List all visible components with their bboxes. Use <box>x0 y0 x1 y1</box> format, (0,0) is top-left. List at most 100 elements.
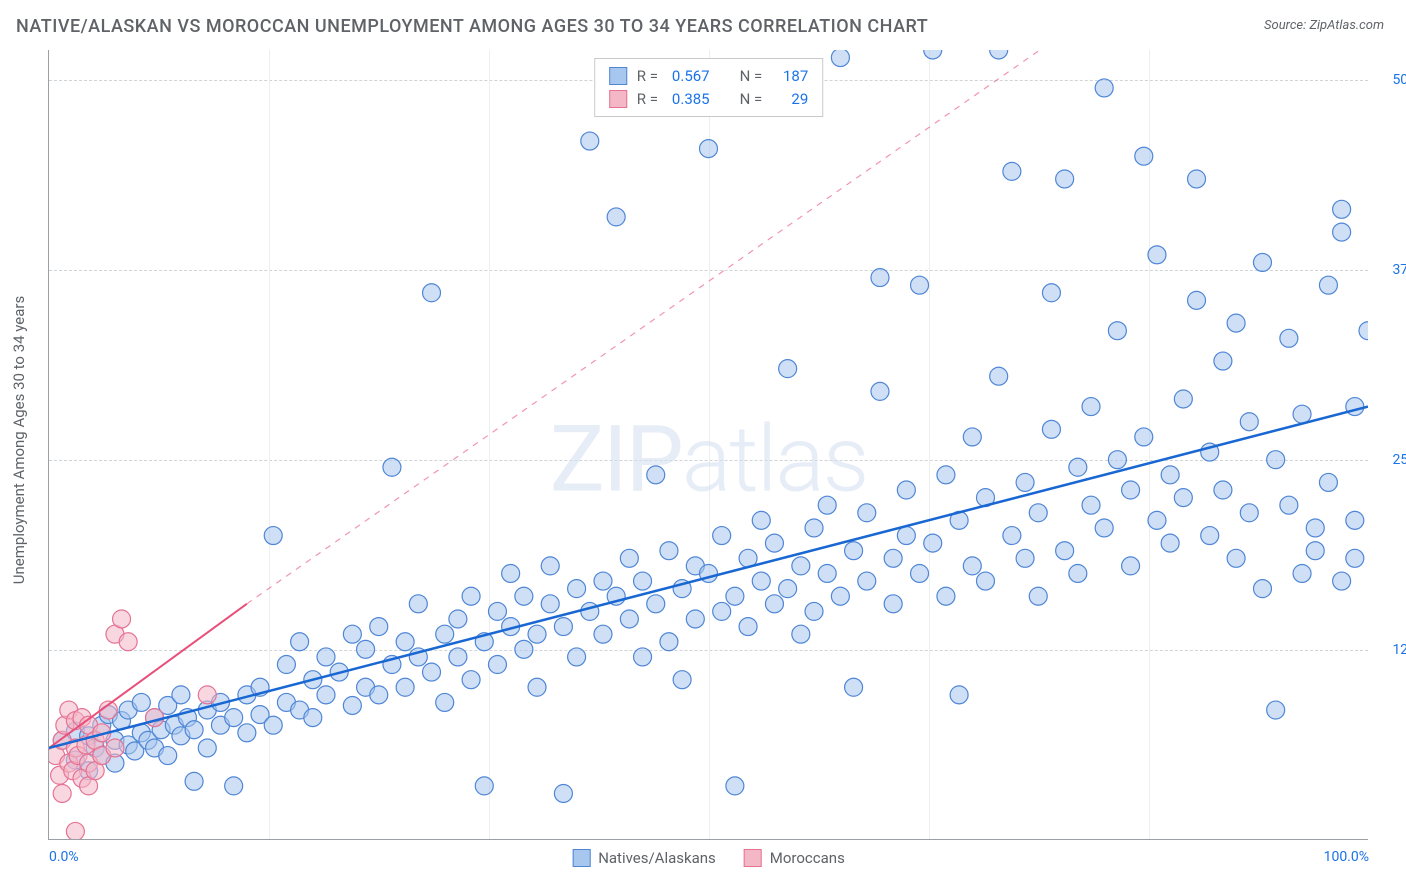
data-point <box>963 557 981 575</box>
data-point <box>858 504 876 522</box>
legend-n-label: N = <box>740 65 763 88</box>
data-point <box>1016 549 1034 567</box>
data-point <box>423 663 441 681</box>
data-point <box>1293 405 1311 423</box>
data-point <box>568 580 586 598</box>
data-point <box>1042 420 1060 438</box>
data-point <box>409 595 427 613</box>
data-point <box>53 784 71 802</box>
data-point <box>660 542 678 560</box>
data-point <box>1108 451 1126 469</box>
data-point <box>1346 549 1364 567</box>
data-point <box>765 534 783 552</box>
data-point <box>594 572 612 590</box>
data-point <box>752 511 770 529</box>
data-point <box>541 595 559 613</box>
data-point <box>475 777 493 795</box>
data-point <box>1161 534 1179 552</box>
data-point <box>1122 557 1140 575</box>
data-point <box>805 602 823 620</box>
data-point <box>673 671 691 689</box>
data-point <box>1214 352 1232 370</box>
data-point <box>277 656 295 674</box>
data-point <box>779 580 797 598</box>
y-tick-label: 25.0% <box>1375 452 1406 468</box>
data-point <box>845 542 863 560</box>
data-point <box>726 777 744 795</box>
y-tick-label: 37.5% <box>1375 262 1406 278</box>
data-point <box>976 572 994 590</box>
data-point <box>1227 314 1245 332</box>
legend-n-value: 187 <box>776 65 808 88</box>
data-point <box>765 595 783 613</box>
data-point <box>515 587 533 605</box>
data-point <box>132 693 150 711</box>
data-point <box>752 572 770 590</box>
data-point <box>937 587 955 605</box>
data-point <box>1319 276 1337 294</box>
data-point <box>1280 329 1298 347</box>
data-point <box>1056 170 1074 188</box>
data-point <box>858 572 876 590</box>
legend-swatch <box>609 67 627 85</box>
x-tick-label: 0.0% <box>49 849 79 865</box>
data-point <box>528 678 546 696</box>
data-point <box>620 549 638 567</box>
data-point <box>634 572 652 590</box>
data-point <box>436 625 454 643</box>
legend-series-item: Moroccans <box>744 849 845 867</box>
data-point <box>1293 564 1311 582</box>
trendline-blue <box>49 407 1368 748</box>
data-point <box>924 534 942 552</box>
data-point <box>1319 473 1337 491</box>
data-point <box>700 140 718 158</box>
data-point <box>488 602 506 620</box>
legend-correlation: R =0.567N =187R =0.385N =29 <box>594 58 824 117</box>
data-point <box>647 466 665 484</box>
data-point <box>1214 481 1232 499</box>
data-point <box>113 610 131 628</box>
data-point <box>660 633 678 651</box>
data-point <box>924 50 942 59</box>
data-point <box>845 678 863 696</box>
data-point <box>515 640 533 658</box>
chart-title: NATIVE/ALASKAN VS MOROCCAN UNEMPLOYMENT … <box>16 16 928 37</box>
data-point <box>1201 527 1219 545</box>
legend-swatch <box>609 90 627 108</box>
data-point <box>713 527 731 545</box>
data-point <box>1108 322 1126 340</box>
data-point <box>1095 79 1113 97</box>
data-point <box>950 686 968 704</box>
data-point <box>291 633 309 651</box>
data-point <box>568 648 586 666</box>
data-point <box>726 587 744 605</box>
data-point <box>1306 519 1324 537</box>
data-point <box>396 633 414 651</box>
data-point <box>119 633 137 651</box>
legend-series-item: Natives/Alaskans <box>572 849 716 867</box>
data-point <box>449 610 467 628</box>
data-point <box>541 557 559 575</box>
legend-series: Natives/Alaskans Moroccans <box>572 849 845 867</box>
data-point <box>317 686 335 704</box>
data-point <box>792 557 810 575</box>
source-name: ZipAtlas.com <box>1309 18 1384 33</box>
data-point <box>383 458 401 476</box>
data-point <box>818 496 836 514</box>
data-point <box>317 648 335 666</box>
y-tick-label: 50.0% <box>1375 72 1406 88</box>
data-point <box>1253 580 1271 598</box>
data-point <box>884 595 902 613</box>
data-point <box>462 671 480 689</box>
data-point <box>1240 504 1258 522</box>
data-point <box>607 208 625 226</box>
data-point <box>106 739 124 757</box>
data-point <box>1135 428 1153 446</box>
data-point <box>1280 496 1298 514</box>
data-point <box>225 709 243 727</box>
data-point <box>264 527 282 545</box>
data-point <box>937 466 955 484</box>
data-point <box>1003 162 1021 180</box>
data-point <box>647 595 665 613</box>
scatter-svg <box>49 50 1368 839</box>
